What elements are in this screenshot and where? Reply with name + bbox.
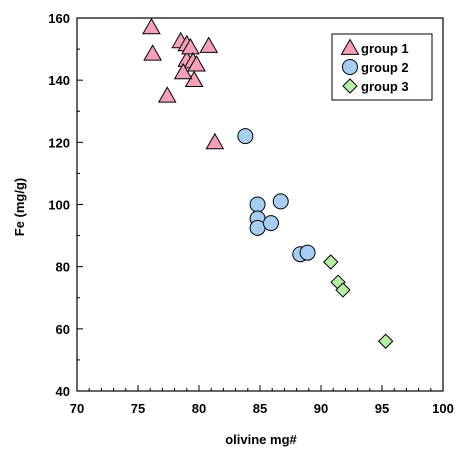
y-tick-label: 140	[48, 73, 70, 88]
x-tick-label: 100	[432, 401, 454, 416]
data-point	[249, 219, 266, 236]
data-point	[181, 38, 200, 55]
legend-label: group 3	[361, 79, 409, 94]
data-point	[173, 62, 193, 80]
data-point	[272, 193, 289, 210]
x-axis-title: olivine mg#	[225, 432, 297, 447]
data-point	[335, 282, 351, 298]
y-tick-label: 160	[48, 11, 70, 26]
data-point	[299, 244, 316, 261]
data-point	[377, 333, 394, 349]
legend: group 1 group 2 group 3	[331, 33, 433, 101]
data-point	[262, 215, 279, 232]
data-point	[187, 55, 206, 72]
legend-label: group 2	[361, 60, 409, 75]
data-point	[143, 44, 163, 61]
x-tick-label: 70	[70, 401, 84, 416]
legend-marker	[340, 38, 360, 55]
ticks: 70 75 80 85 90 95 100 40 60 80 100 120 140 160	[48, 11, 454, 416]
y-tick-label: 120	[48, 135, 70, 150]
data-point	[142, 17, 161, 35]
data-point	[157, 86, 177, 103]
data-point	[323, 254, 339, 270]
y-tick-label: 80	[56, 260, 70, 275]
legend-marker	[342, 78, 358, 94]
data-points	[142, 17, 394, 349]
y-tick-label: 60	[56, 322, 70, 337]
x-tick-label: 75	[131, 401, 145, 416]
data-point	[205, 132, 225, 150]
legend-marker	[342, 59, 358, 75]
x-tick-label: 85	[253, 401, 267, 416]
x-tick-label: 80	[192, 401, 206, 416]
legend-label: group 1	[361, 41, 409, 56]
x-tick-label: 90	[314, 401, 328, 416]
legend-items: group 1 group 2 group 3	[340, 38, 409, 94]
data-point	[249, 196, 266, 213]
data-point	[237, 128, 254, 145]
x-tick-label: 95	[375, 401, 389, 416]
y-tick-label: 100	[48, 198, 70, 213]
y-tick-label: 40	[56, 384, 70, 399]
y-axis-title: Fe (mg/g)	[12, 178, 27, 237]
data-point	[199, 36, 219, 53]
